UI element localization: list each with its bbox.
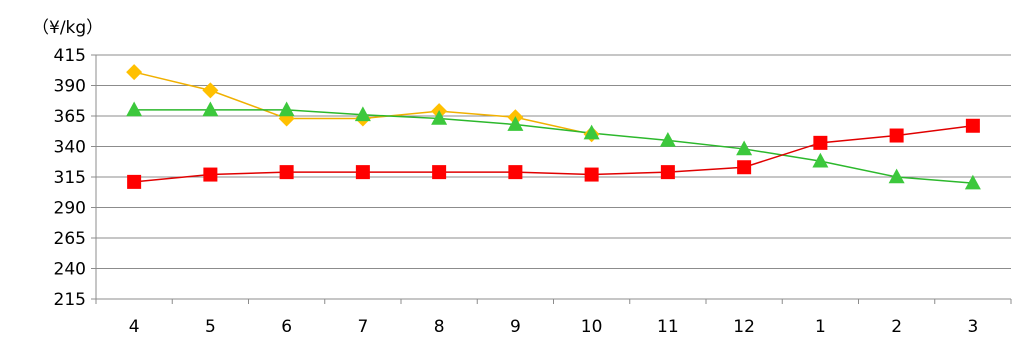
- series-3-point: [890, 129, 904, 143]
- x-tick-label: 6: [281, 317, 292, 337]
- x-tick-label: 9: [510, 317, 521, 337]
- series-3-point: [585, 168, 599, 182]
- x-tick-label: 7: [357, 317, 368, 337]
- series-3-point: [508, 165, 522, 179]
- y-tick-label: 265: [54, 229, 86, 249]
- x-tick-label: 3: [967, 317, 978, 337]
- x-tick-label: 5: [205, 317, 216, 337]
- series-3-point: [737, 160, 751, 174]
- series-3-point: [966, 119, 980, 133]
- y-tick-label: 290: [54, 199, 86, 219]
- y-tick-label: 390: [54, 77, 86, 97]
- x-tick-label: 8: [434, 317, 445, 337]
- series-3-point: [356, 165, 370, 179]
- y-tick-label: 415: [54, 46, 86, 66]
- series-1-point: [126, 64, 142, 80]
- x-tick-label: 12: [733, 317, 755, 337]
- series-2-point: [279, 102, 295, 117]
- x-tick-label: 11: [657, 317, 679, 337]
- series-3-point: [203, 168, 217, 182]
- y-tick-label: 365: [54, 107, 86, 127]
- y-tick-label: 340: [54, 138, 86, 158]
- y-tick-label: 215: [54, 290, 86, 310]
- series-3-line: [134, 126, 973, 182]
- series-2-point: [126, 102, 142, 117]
- y-tick-label: 240: [54, 260, 86, 280]
- series-3-point: [127, 175, 141, 189]
- x-tick-label: 2: [891, 317, 902, 337]
- series-3-point: [661, 165, 675, 179]
- x-tick-label: 4: [129, 317, 140, 337]
- x-tick-label: 10: [581, 317, 603, 337]
- y-unit-label: （¥/kg）: [32, 18, 103, 38]
- series-3-point: [280, 165, 294, 179]
- y-tick-label: 315: [54, 168, 86, 188]
- x-tick-label: 1: [815, 317, 826, 337]
- series-2-point: [202, 102, 218, 117]
- series-3-point: [432, 165, 446, 179]
- series-3-point: [813, 136, 827, 150]
- series-1-point: [202, 82, 218, 98]
